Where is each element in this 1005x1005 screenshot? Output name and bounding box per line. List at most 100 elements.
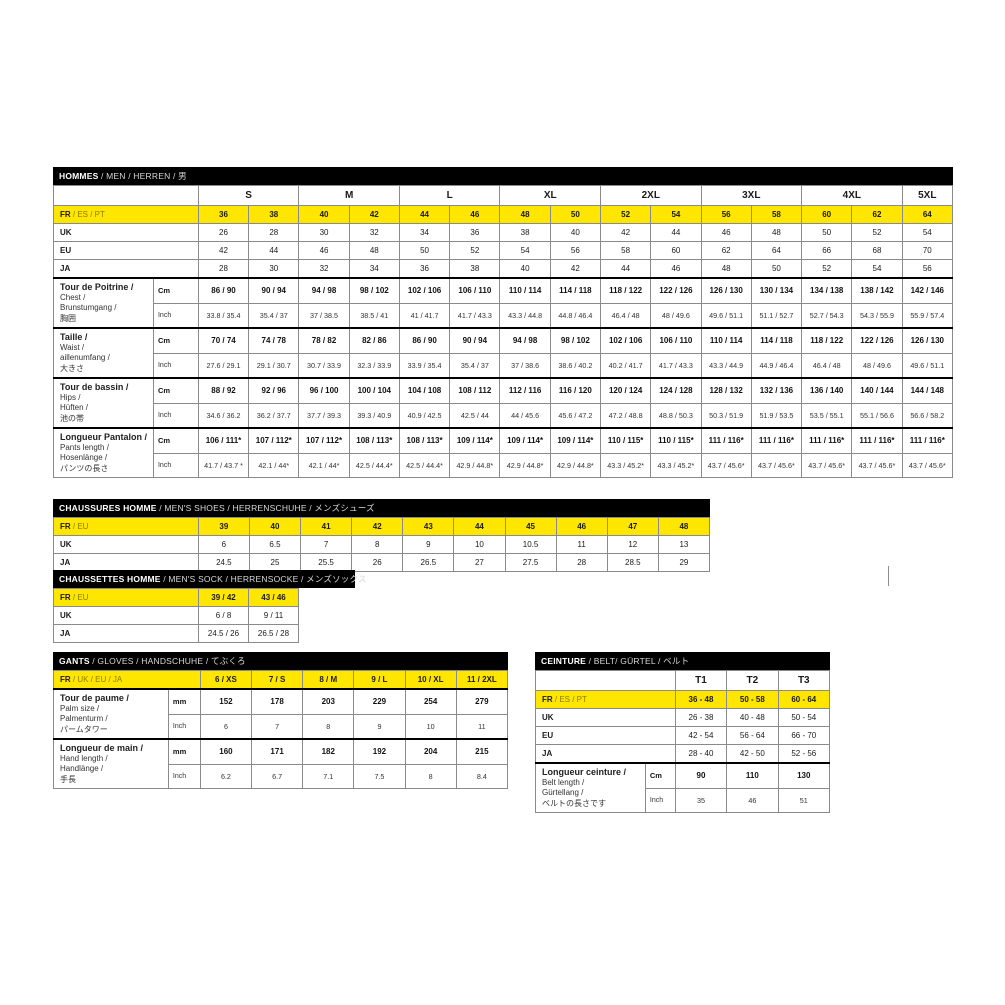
- size-value: 42 - 54: [674, 726, 728, 745]
- size-value: 60: [801, 205, 853, 224]
- measure-row-cm: Longueur Pantalon / Pants length / Hosenlä…: [53, 426, 954, 478]
- size-value: 28: [248, 223, 300, 242]
- measure-subtitle: Palm size /: [60, 703, 100, 713]
- size-value: 36: [449, 223, 501, 242]
- measure-value-inch: 38.5 / 41: [348, 302, 400, 329]
- unit-inch: Inch: [152, 452, 199, 479]
- size-value: 30: [248, 259, 300, 279]
- measure-subtitle: Palmenturm /: [60, 714, 108, 723]
- size-value: 25: [248, 553, 302, 572]
- size-value: 43 / 46: [248, 588, 299, 607]
- measure-value-inch: 29.1 / 30.7: [248, 352, 300, 379]
- size-value: 34: [348, 259, 400, 279]
- measure-value-inch: 27.6 / 29.1: [197, 352, 250, 379]
- row-label-secondary: / EU: [70, 593, 89, 602]
- measure-value-cm: 124 / 128: [650, 377, 702, 404]
- measure-subtitle: 大きさ: [60, 363, 84, 373]
- size-value: 38: [248, 205, 300, 224]
- measure-value-inch: 39.3 / 40.9: [348, 402, 400, 429]
- size-value: 9: [402, 535, 455, 554]
- measure-value-inch: 42.1 / 44*: [248, 452, 300, 479]
- measure-value-inch: 42.5 / 44: [449, 402, 501, 429]
- measure-value-cm: 94 / 98: [298, 277, 350, 304]
- measure-value-cm: 108 / 112: [449, 377, 501, 404]
- size-value: 58: [750, 205, 803, 224]
- measure-value-cm: 130: [777, 761, 831, 789]
- measure-value-cm: 106 / 110: [449, 277, 501, 304]
- glove-size: 7 / S: [251, 670, 304, 690]
- measure-value-inch: 7.5: [353, 763, 406, 790]
- size-value: 36: [398, 259, 451, 279]
- glove-size: 10 / XL: [404, 670, 457, 690]
- measure-value-inch: 46.4 / 48: [599, 302, 652, 329]
- measure-value-mm: 160: [199, 737, 253, 765]
- size-value: 40: [298, 205, 350, 224]
- measure-value-inch: 32.3 / 33.9: [348, 352, 400, 379]
- size-value: 66: [801, 241, 853, 260]
- size-value: 24.5 / 26: [198, 624, 249, 643]
- measure-value-inch: 46.4 / 48: [801, 352, 853, 379]
- size-value: 56: [700, 205, 752, 224]
- measure-row-inch: Inch 27.6 / 29.1 29.1 / 30.7 30.7 / 33.9 32.…: [54, 352, 954, 379]
- belt-size-group-t3: T3: [777, 670, 831, 691]
- measure-value-mm: 178: [251, 688, 304, 715]
- size-value: 29: [657, 553, 711, 572]
- size-value: 48: [499, 205, 551, 224]
- unit-inch: Inch: [152, 402, 199, 429]
- measure-value-inch: 54.3 / 55.9: [851, 302, 903, 329]
- measure-value-cm: 90: [674, 761, 728, 789]
- measure-subtitle: Chest /: [60, 292, 86, 302]
- measure-row-inch: Inch 6.2 6.7 7.1 7.5 8 8.4: [54, 763, 509, 790]
- row-label: JA: [53, 553, 199, 572]
- size-value: 54: [650, 205, 702, 224]
- size-group-m: M: [298, 185, 400, 206]
- size-value: 50 - 58: [726, 690, 779, 709]
- size-value: 28.5: [606, 553, 659, 572]
- measure-value-inch: 35: [674, 787, 728, 814]
- socks-banner-rest: / MEN'S SOCK / HERRENSOCKE / メンズソックス: [160, 574, 367, 584]
- size-value: 44: [398, 205, 451, 224]
- measure-value-cm: 126 / 130: [700, 277, 752, 304]
- measure-value-inch: 42.5 / 44.4*: [398, 452, 451, 479]
- row-label: UK: [53, 606, 199, 625]
- measure-value-mm: 203: [302, 688, 355, 715]
- size-value: 46: [298, 241, 350, 260]
- row-label-secondary: / ES / PT: [70, 210, 105, 219]
- measure-value-cm: 106 / 111*: [197, 426, 250, 454]
- row-label: JA: [53, 259, 199, 279]
- size-group-5xl: 5XL: [901, 185, 954, 206]
- size-value: 50: [549, 205, 602, 224]
- size-value: 28 - 40: [674, 744, 728, 764]
- measure-row-inch: Inch 34.6 / 36.2 36.2 / 37.7 37.7 / 39.3 39.…: [54, 402, 954, 429]
- row-label: UK: [535, 708, 676, 727]
- measure-subtitle: 手長: [60, 774, 76, 784]
- size-value: 10.5: [504, 535, 557, 554]
- measure-label: Tour de Poitrine / Chest / Brunstumgang / 胸…: [53, 277, 154, 329]
- measure-value-inch: 45.6 / 47.2: [549, 402, 602, 429]
- row-label-primary: UK: [60, 228, 72, 237]
- size-value: 24.5: [197, 553, 250, 572]
- measure-value-inch: 6.7: [251, 763, 304, 790]
- measure-subtitle: パームタワー: [60, 724, 108, 734]
- measure-value-inch: 49.6 / 51.1: [901, 352, 954, 379]
- measure-value-cm: 102 / 106: [398, 277, 451, 304]
- row-label: JA: [53, 624, 199, 643]
- measure-value-inch: 41.7 / 43.7 *: [197, 452, 250, 479]
- measure-label: Taille / Waist / aillenumfang / 大きさ: [53, 327, 154, 379]
- row-label-primary: FR: [60, 675, 71, 684]
- measure-title: Longueur de main /: [60, 743, 144, 753]
- table-row: FR / EU 39 40 41 42 43 44 45 46 47 48: [53, 517, 711, 536]
- table-row: JA 28 30 32 34 36 38 40 42 44 46 48 50 52 54 56: [53, 259, 954, 279]
- measure-value-inch: 43.7 / 45.6*: [901, 452, 954, 479]
- size-value: 50: [398, 241, 451, 260]
- table-row: UK 26 - 38 40 - 48 50 - 54: [535, 708, 831, 727]
- measure-value-inch: 51: [777, 787, 831, 814]
- size-value: 44: [650, 223, 702, 242]
- size-value: 41: [300, 517, 353, 536]
- measure-title: Taille /: [60, 332, 88, 342]
- size-value: 32: [348, 223, 400, 242]
- size-value: 60: [650, 241, 702, 260]
- measure-value-inch: 47.2 / 48.8: [599, 402, 652, 429]
- measure-value-inch: 8: [302, 713, 355, 740]
- size-value: 47: [606, 517, 659, 536]
